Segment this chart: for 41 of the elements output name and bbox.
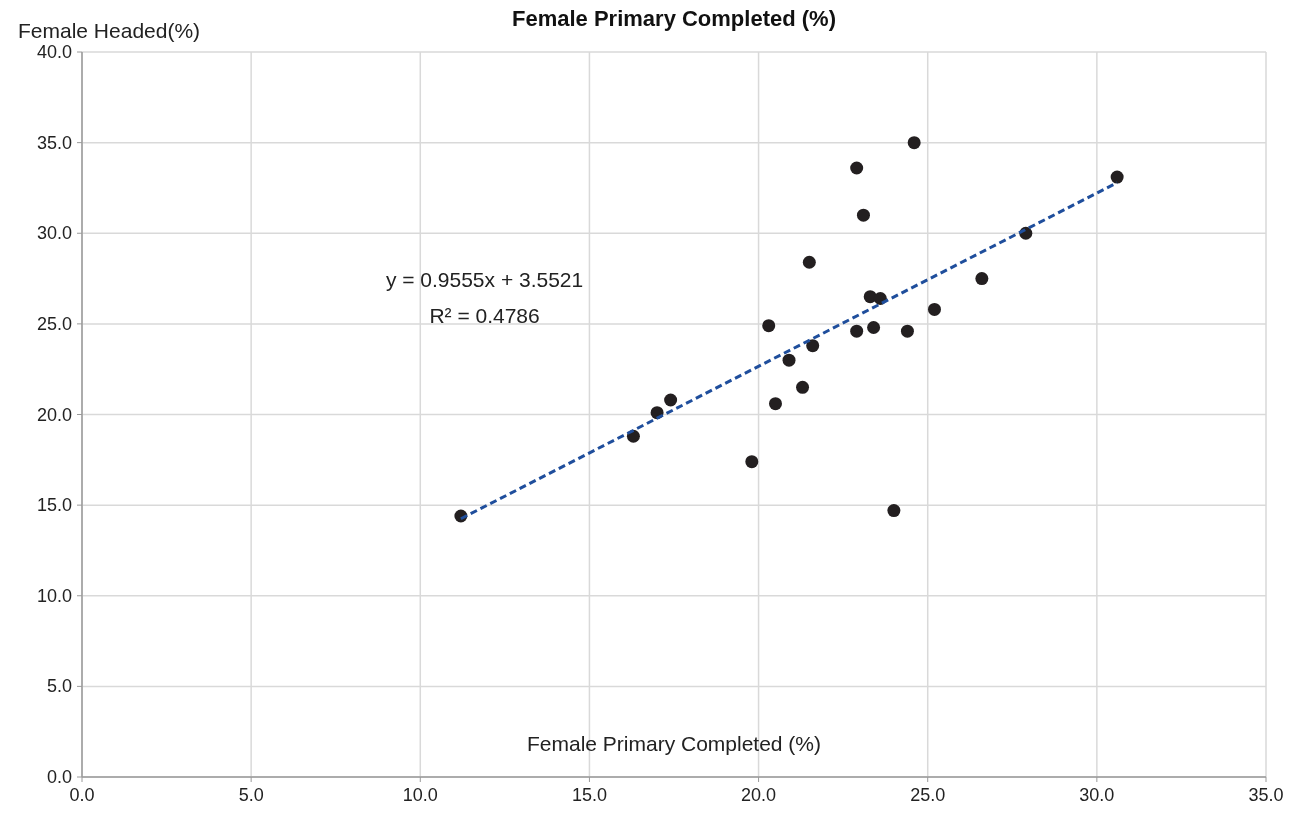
y-tick-label: 15.0 bbox=[36, 495, 72, 516]
point bbox=[900, 324, 914, 338]
annotation: R² = 0.4786 bbox=[429, 304, 540, 327]
point bbox=[796, 380, 810, 394]
x-tick-label: 10.0 bbox=[402, 785, 438, 805]
x-tick-label: 35.0 bbox=[1248, 785, 1284, 805]
point bbox=[762, 319, 776, 333]
x-tick-label: 30.0 bbox=[1079, 785, 1115, 805]
point bbox=[975, 272, 989, 286]
point bbox=[850, 161, 864, 175]
point bbox=[856, 208, 870, 222]
point bbox=[664, 393, 678, 407]
point bbox=[1110, 170, 1124, 184]
point bbox=[887, 504, 901, 518]
point bbox=[745, 455, 759, 469]
point bbox=[806, 339, 820, 353]
point bbox=[873, 292, 887, 305]
chart-title: Female Primary Completed (%) bbox=[512, 6, 836, 31]
y-tick-label: 25.0 bbox=[36, 313, 72, 334]
point bbox=[782, 353, 796, 367]
x-tick-label: 0.0 bbox=[69, 785, 95, 805]
y-tick-label: 5.0 bbox=[46, 676, 72, 697]
point bbox=[802, 255, 816, 269]
point bbox=[768, 397, 782, 411]
point bbox=[927, 302, 941, 316]
y-tick-label: 30.0 bbox=[36, 223, 72, 244]
y-axis-title: Female Headed(%) bbox=[18, 19, 201, 42]
x-tick-label: 15.0 bbox=[571, 785, 607, 805]
y-tick-label: 10.0 bbox=[36, 585, 72, 606]
x-tick-label: 25.0 bbox=[910, 785, 946, 805]
y-tick-label: 40.0 bbox=[36, 42, 72, 62]
y-tick-label: 0.0 bbox=[46, 767, 72, 787]
x-tick-label: 5.0 bbox=[238, 785, 264, 805]
x-tick-label: 20.0 bbox=[741, 785, 777, 805]
point bbox=[907, 136, 921, 150]
point bbox=[867, 321, 881, 334]
x-axis-title: Female Primary Completed (%) bbox=[526, 732, 822, 755]
y-tick-label: 35.0 bbox=[36, 132, 72, 153]
point bbox=[850, 324, 864, 338]
annotation: y = 0.9555x + 3.5521 bbox=[385, 268, 584, 291]
y-tick-label: 20.0 bbox=[36, 404, 72, 425]
